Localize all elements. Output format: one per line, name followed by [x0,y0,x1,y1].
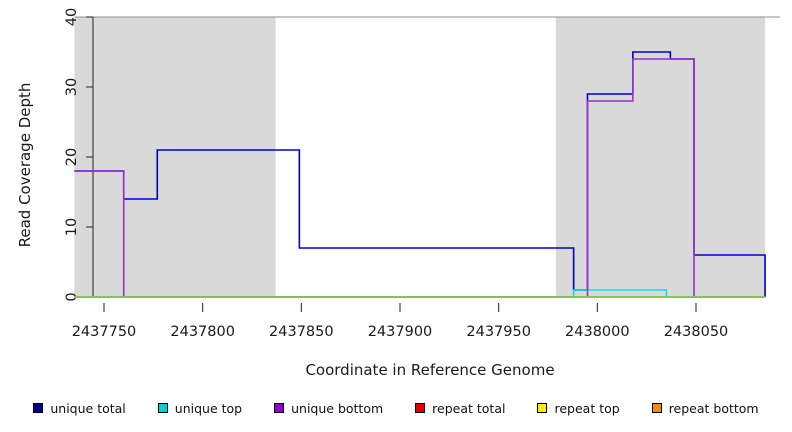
axis-label-group: Read Coverage Depth Coordinate in Refere… [16,83,555,379]
x-tick-label-2437900: 2437900 [368,324,433,340]
x-tick-label-2437950: 2437950 [466,324,531,340]
legend-swatch-icon-unique-bottom [274,403,285,413]
y-tick-group: 0 10 20 30 40 [64,8,93,302]
legend-swatch-icon-unique-top [157,403,168,413]
legend-label: repeat total [432,400,506,416]
y-tick-label-30: 30 [64,78,80,96]
y-tick-label-20: 20 [64,148,80,166]
legend-label: unique total [50,400,126,416]
x-tick-label-2437800: 2437800 [170,324,235,340]
legend-label: unique top [174,400,243,416]
data-series-group [74,51,766,298]
legend-item-repeat-total[interactable]: repeat total [415,401,505,416]
y-tick-label-40: 40 [64,8,80,26]
shaded-region-group [74,16,780,297]
legend-swatch-icon-unique-total [33,403,44,413]
legend-swatch-icon-repeat-top [537,403,548,413]
x-axis-title: Coordinate in Reference Genome [305,361,554,379]
x-tick-label-2437750: 2437750 [72,324,137,340]
legend-item-unique-total[interactable]: unique total [33,400,126,416]
legend-item-unique-top[interactable]: unique top [157,400,243,416]
legend-label: repeat bottom [668,400,759,416]
legend-swatch-icon-repeat-total [415,403,426,413]
shaded-region-0 [74,17,276,297]
legend-item-repeat-top[interactable]: repeat top [537,400,620,416]
x-tick-label-2438050: 2438050 [664,324,729,340]
legend-swatch-icon-repeat-bottom [651,403,662,413]
shaded-region-1 [555,17,766,297]
y-axis-title: Read Coverage Depth [16,83,34,248]
series-unique-bottom [74,58,766,298]
legend-item-repeat-bottom[interactable]: repeat bottom [651,400,759,416]
y-tick-label-0: 0 [64,292,80,301]
legend-item-unique-bottom[interactable]: unique bottom [274,401,383,416]
legend-label: unique bottom [291,400,384,416]
y-tick-label-10: 10 [64,218,80,236]
chart-legend: unique total unique top unique bottom repea… [0,396,792,420]
x-tick-label-2437850: 2437850 [269,324,334,340]
x-tick-group: 2437750 2437800 2437850 2437900 2437950 24380… [72,303,729,340]
x-tick-label-2438000: 2438000 [565,324,630,340]
legend-label: repeat top [554,400,620,416]
